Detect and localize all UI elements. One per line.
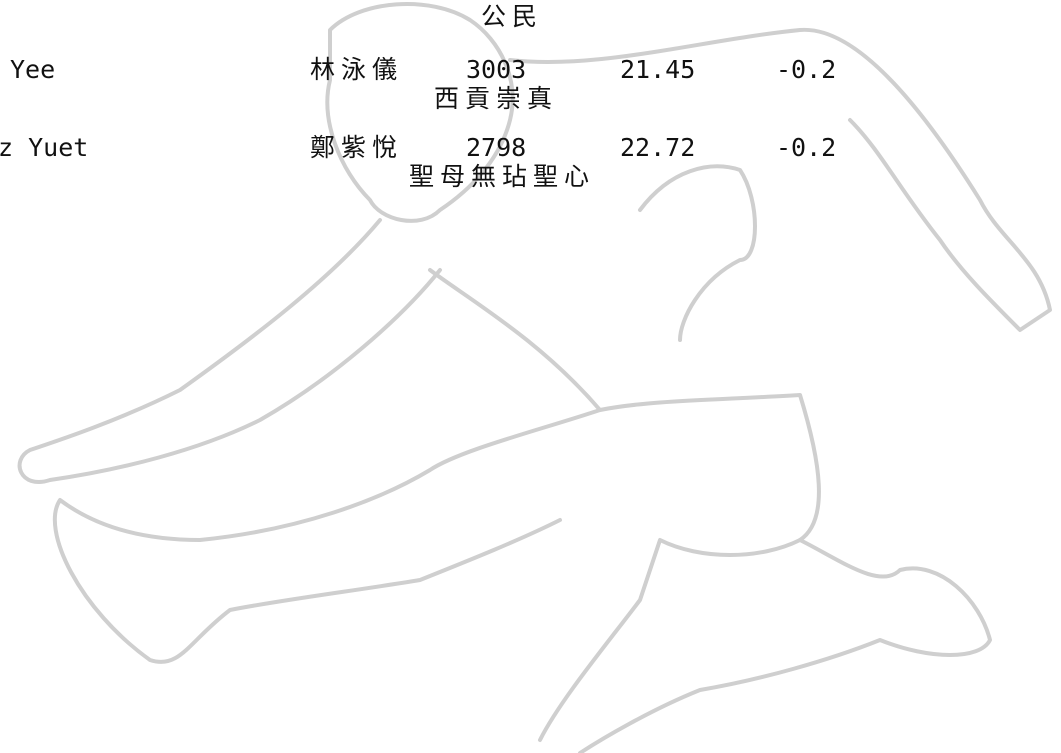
athlete-name: z Yuet	[0, 133, 89, 162]
school: 聖母無玷聖心	[408, 162, 596, 191]
wind: -0.2	[776, 55, 837, 84]
wind: -0.2	[776, 133, 837, 162]
result-time: 21.45	[620, 55, 696, 84]
school-header: 公民	[480, 2, 544, 31]
athlete-number: 3003	[466, 55, 527, 84]
athlete-chinese-name: 鄭紫悅	[310, 133, 404, 162]
school: 西貢崇真	[433, 84, 559, 113]
result-time: 22.72	[620, 133, 696, 162]
athlete-chinese-name: 林泳儀	[310, 55, 404, 84]
athlete-name: Yee	[10, 55, 56, 84]
athlete-number: 2798	[466, 133, 527, 162]
